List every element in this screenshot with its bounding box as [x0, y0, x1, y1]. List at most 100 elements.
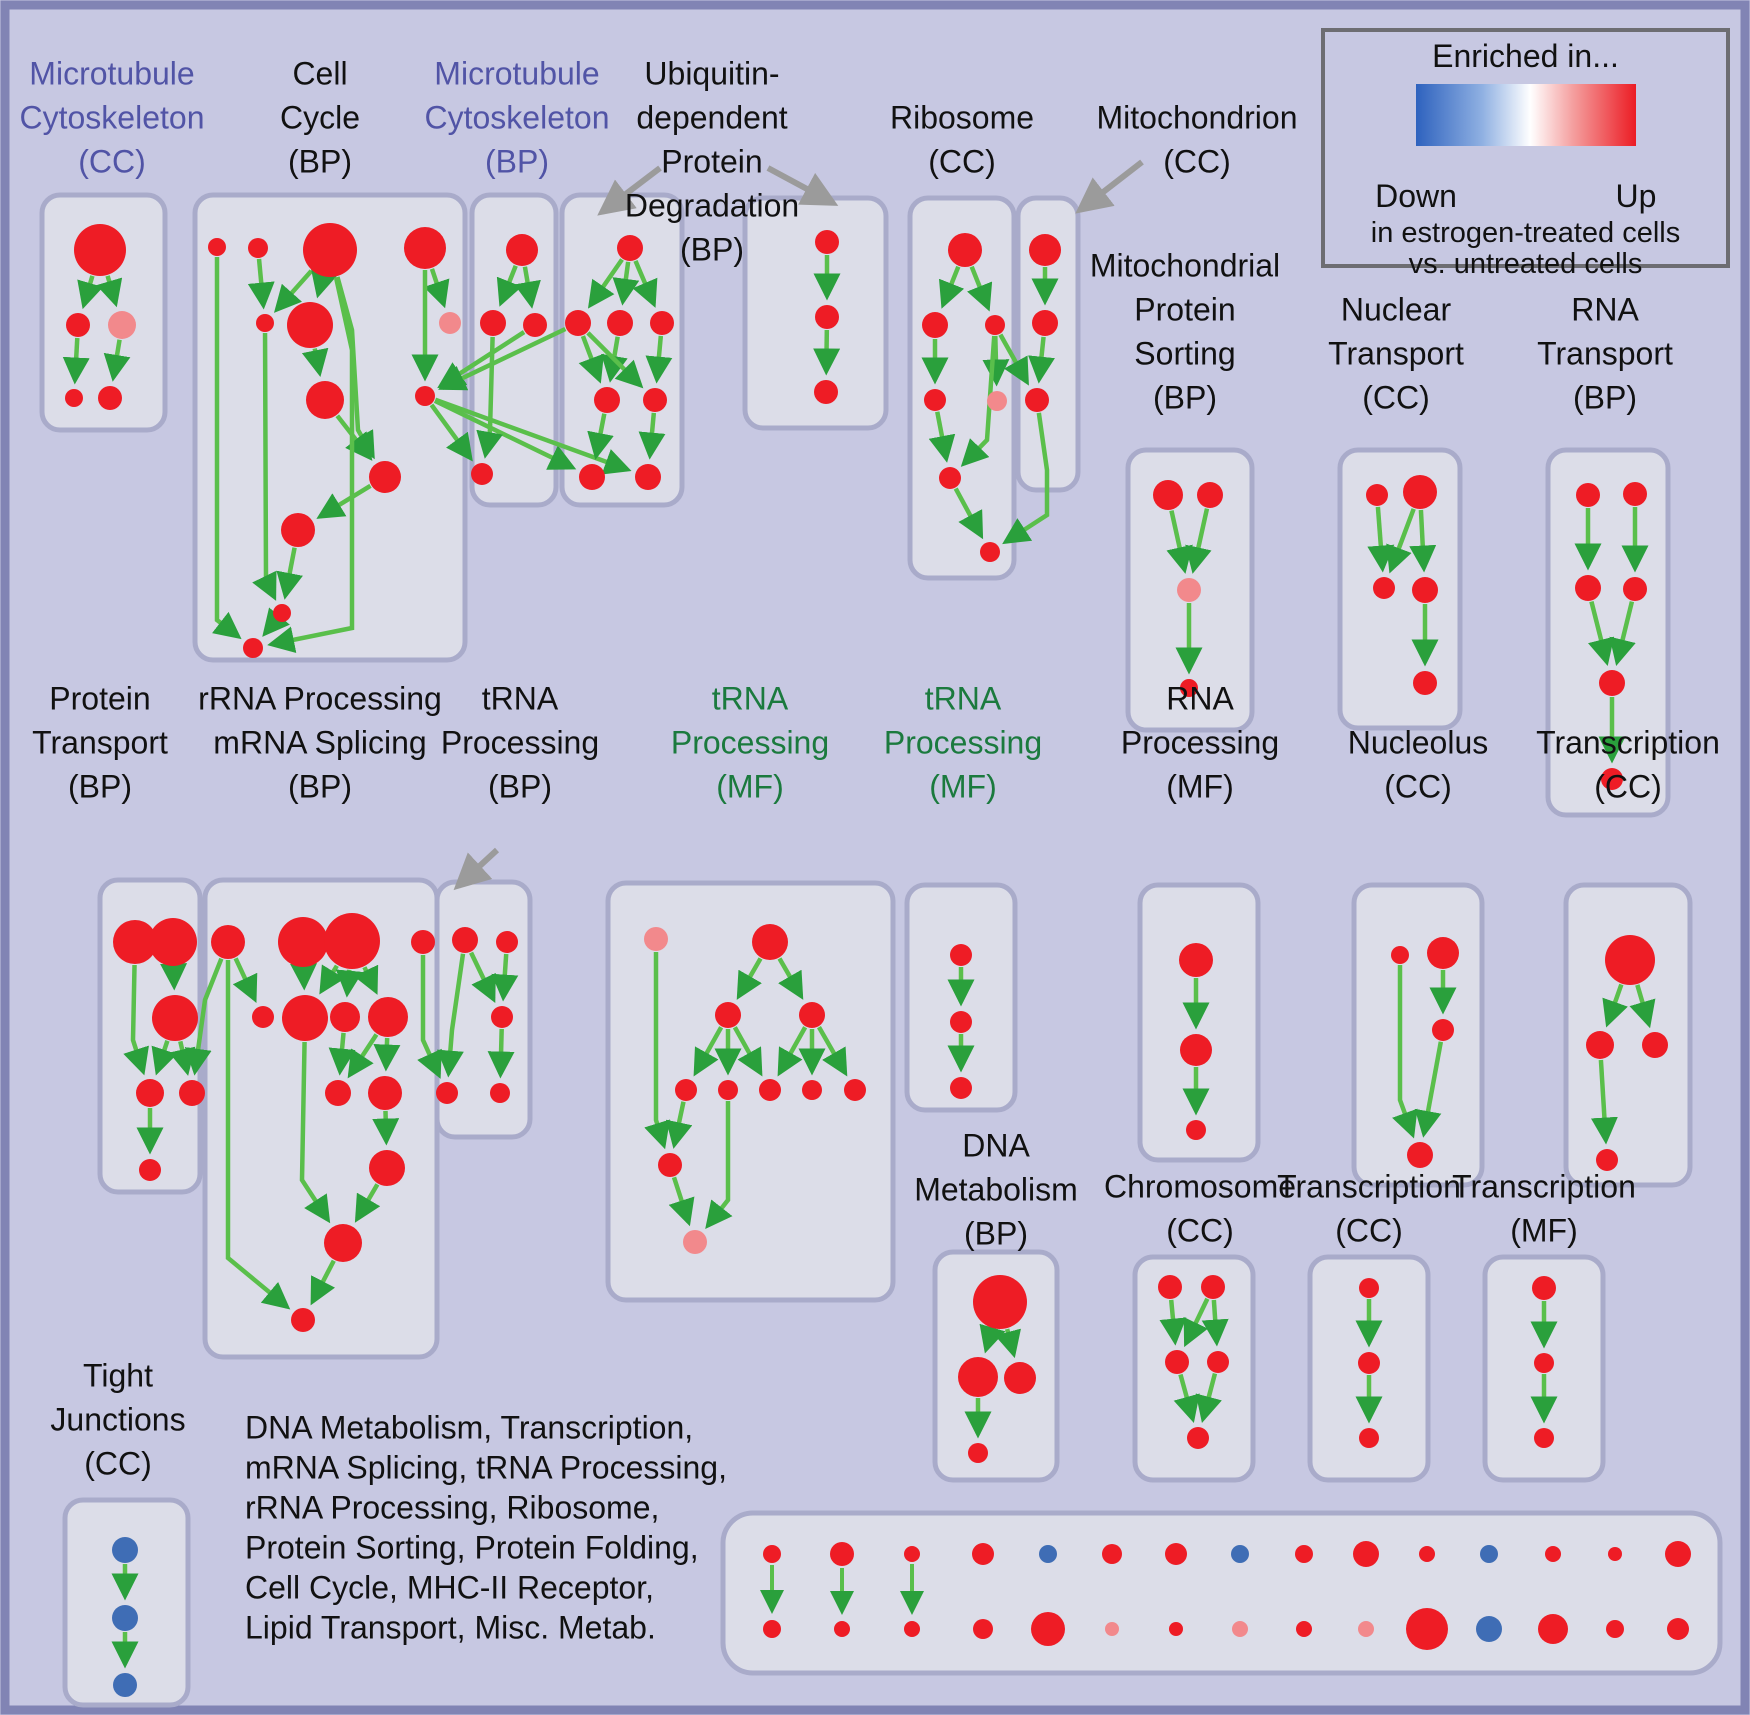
- pointer-arrow-4: [453, 847, 500, 891]
- node-nt1: [1366, 484, 1388, 506]
- strip-node-top-7: [1165, 1543, 1187, 1565]
- edge-rb1-rb3: [967, 265, 993, 312]
- node-ud: [650, 311, 674, 335]
- edge-n3-n4: [1414, 1041, 1444, 1138]
- node-pt6: [139, 1159, 161, 1181]
- node-j1: [1359, 1278, 1379, 1298]
- edge-r3-m3: [335, 969, 363, 998]
- edge-ua-ub: [587, 258, 624, 309]
- edge-mp1-mpp: [1166, 510, 1193, 574]
- edge-g1-g3: [1629, 984, 1656, 1029]
- strip-node-bottom-13: [1538, 1614, 1568, 1644]
- node-rbp: [987, 391, 1007, 411]
- cluster-box-transcription-cc-1: [1563, 882, 1693, 1188]
- cluster-box-chromosome: [1132, 1254, 1256, 1483]
- edge-r1-pt5: [184, 957, 224, 1076]
- node-rt1: [1576, 483, 1600, 507]
- node-rb3: [985, 315, 1005, 335]
- node-h5: [1187, 1427, 1209, 1449]
- node-B: [66, 313, 90, 337]
- node-d2: [958, 1357, 998, 1397]
- edge-mb2-mb4: [476, 336, 503, 459]
- label-mitochondrion: Mitochondrion (CC): [1097, 99, 1298, 179]
- strip-node-bottom-15: [1667, 1618, 1689, 1640]
- edge-cc3-cc6: [310, 268, 338, 299]
- node-cc10: [273, 604, 291, 622]
- node-f0: [644, 927, 668, 951]
- node-mt2: [1032, 310, 1058, 336]
- label-rrna-mrna: rRNA Processing mRNA Splicing (BP): [198, 680, 442, 804]
- node-m2: [282, 995, 328, 1041]
- edge-f9-f10: [668, 1176, 695, 1227]
- label-rna-transport: RNA Transport (BP): [1537, 291, 1673, 415]
- legend-context-line-2: vs. untreated cells: [1408, 248, 1643, 280]
- edge-h2-h4: [1201, 1299, 1229, 1347]
- node-t4: [436, 1082, 458, 1104]
- node-m1: [252, 1006, 274, 1028]
- node-cc3: [303, 223, 357, 277]
- edge-pt2-pt3: [160, 963, 188, 991]
- edge-cc1-cc11: [211, 257, 242, 640]
- legend-down-label: Down: [1375, 178, 1457, 214]
- edge-hub-mb4: [429, 403, 473, 462]
- node-rb4: [924, 389, 946, 411]
- strip-node-top-9: [1295, 1545, 1313, 1563]
- label-trna-mf-2: tRNA Processing (MF): [884, 680, 1042, 804]
- node-nt5: [1413, 671, 1437, 695]
- node-pt3: [152, 995, 198, 1041]
- edge-ug-ui: [638, 412, 666, 460]
- label-transcription-mf: Transcription (MF): [1452, 1168, 1636, 1248]
- node-s2: [950, 1011, 972, 1033]
- node-f6: [759, 1079, 781, 1101]
- pointer-arrow-2: [766, 165, 839, 206]
- edge-m4-b1: [347, 1033, 379, 1079]
- edge-t3-t5: [487, 1028, 515, 1079]
- node-g3: [1642, 1032, 1668, 1058]
- edge-ua-ud: [632, 259, 658, 308]
- cluster-box-tight-junctions: [62, 1497, 191, 1708]
- edge-ud-ug: [645, 335, 673, 384]
- label-microtubule-cc: Microtubule Cytoskeleton (CC): [20, 55, 205, 179]
- node-cc11: [243, 638, 263, 658]
- edge-cc4-ccp: [423, 268, 450, 309]
- edge-f4-f9: [665, 1101, 693, 1149]
- strip-node-top-15: [1665, 1541, 1691, 1567]
- edge-h1-h3: [1159, 1299, 1187, 1346]
- edge-cc3-cc5: [273, 269, 314, 313]
- edge-A-C: [96, 275, 123, 308]
- node-pt4: [136, 1079, 164, 1107]
- edge-nt2-nt4: [1409, 509, 1437, 573]
- edge-mt3-rb6: [1002, 412, 1050, 545]
- strip-node-top-3: [904, 1546, 920, 1562]
- node-cc2: [248, 238, 268, 258]
- cluster-box-cell-cycle: [192, 192, 468, 663]
- node-f1: [752, 924, 788, 960]
- node-f10: [683, 1230, 707, 1254]
- edge-g2-g4: [1590, 1059, 1618, 1145]
- node-C: [108, 311, 136, 339]
- edge-m4-b2: [373, 1037, 401, 1072]
- node-ua: [617, 235, 643, 261]
- node-f4: [675, 1079, 697, 1101]
- node-mpp: [1177, 578, 1201, 602]
- node-mt3: [1025, 388, 1049, 412]
- node-q2: [1180, 1034, 1212, 1066]
- edge-ub-hub: [438, 326, 567, 391]
- node-uc: [607, 310, 633, 336]
- node-x2: [815, 305, 839, 329]
- node-c2: [324, 1224, 362, 1262]
- label-ubiquitin: Ubiquitin-dependent Protein Degradation (BP…: [625, 55, 799, 267]
- node-s1: [950, 944, 972, 966]
- cluster-box-rna-transport: [1545, 447, 1671, 818]
- node-k1: [1532, 1276, 1556, 1300]
- edge-rb1-rb2: [938, 265, 965, 309]
- node-rt6: [1601, 768, 1623, 790]
- node-tj2: [112, 1605, 138, 1631]
- edge-f3-f8: [817, 1026, 848, 1077]
- node-g4: [1596, 1149, 1618, 1171]
- node-rt3: [1575, 575, 1601, 601]
- node-n4: [1407, 1142, 1433, 1168]
- node-n1: [1391, 946, 1409, 964]
- edge-g1-g2: [1602, 983, 1628, 1028]
